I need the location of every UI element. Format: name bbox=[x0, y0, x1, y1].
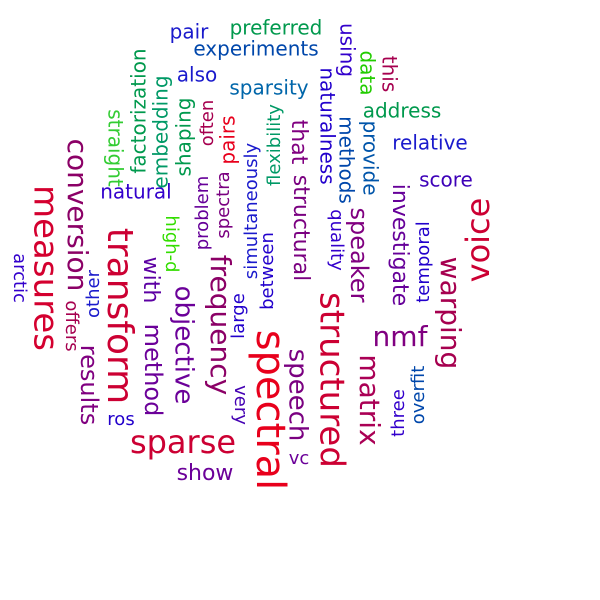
word-results: results bbox=[75, 345, 103, 425]
word-three: three bbox=[388, 389, 409, 437]
word-data: data bbox=[356, 50, 380, 95]
word-also: also bbox=[177, 63, 217, 87]
word-preferred: preferred bbox=[230, 16, 323, 40]
word-methods: methods bbox=[335, 116, 359, 204]
word-address: address bbox=[363, 99, 442, 123]
word-conversion: conversion bbox=[61, 139, 94, 292]
word-high-d: high-d bbox=[161, 215, 182, 272]
word-temporal: temporal bbox=[413, 221, 434, 303]
word-method: method bbox=[139, 324, 167, 417]
word-natural: natural bbox=[100, 180, 171, 204]
word-pair: pair bbox=[170, 20, 210, 44]
word-this: this bbox=[378, 56, 402, 93]
word-large: large bbox=[228, 293, 249, 339]
word-ros: ros bbox=[107, 409, 134, 430]
word-warping: warping bbox=[434, 257, 467, 370]
word-structured: structured bbox=[312, 292, 352, 468]
word-offers: offers bbox=[61, 300, 82, 351]
word-provide: provide bbox=[359, 120, 383, 195]
word-often: often bbox=[197, 100, 218, 147]
word-using: using bbox=[336, 23, 360, 77]
word-measures: measures bbox=[26, 185, 66, 351]
word-pairs: pairs bbox=[216, 115, 240, 164]
word-matrix: matrix bbox=[353, 354, 386, 445]
word-that: that bbox=[286, 120, 311, 165]
word-speaker: speaker bbox=[345, 208, 373, 303]
word-flexibility: flexibility bbox=[264, 104, 285, 186]
word-between: between bbox=[257, 232, 278, 310]
word-experiments: experiments bbox=[193, 37, 318, 61]
word-spectra: spectra bbox=[213, 171, 234, 238]
word-vc: vc bbox=[289, 448, 310, 469]
word-spectral: spectral bbox=[247, 330, 293, 491]
word-straight: straight bbox=[104, 109, 128, 187]
word-simultaneously: simultaneously bbox=[241, 142, 262, 279]
word-naturalness: naturalness bbox=[316, 67, 340, 184]
word-embedding: embedding bbox=[149, 75, 173, 188]
word-quality: quality bbox=[326, 209, 347, 271]
word-with: with bbox=[138, 257, 163, 304]
word-relative: relative bbox=[392, 131, 467, 155]
word-frequency: frequency bbox=[204, 255, 237, 395]
word-sparsity: sparsity bbox=[229, 76, 308, 100]
word-transform: transform bbox=[99, 228, 140, 404]
word-objective: objective bbox=[169, 286, 199, 405]
word-overfit: overfit bbox=[408, 366, 429, 425]
word-factorization: factorization bbox=[127, 48, 151, 173]
word-sparse: sparse bbox=[130, 423, 236, 461]
word-very: very bbox=[230, 385, 251, 425]
word-nmf: nmf bbox=[373, 320, 429, 353]
word-shaping: shaping bbox=[172, 98, 196, 177]
word-problem: problem bbox=[192, 176, 213, 250]
word-speech: speech bbox=[283, 349, 313, 442]
word-investigate: investigate bbox=[387, 184, 412, 306]
word-other: other bbox=[83, 269, 104, 318]
word-voice: voice bbox=[459, 198, 497, 283]
word-show: show bbox=[177, 461, 234, 486]
word-score: score bbox=[419, 168, 473, 192]
word-structural: structural bbox=[288, 175, 313, 281]
word-arctic: arctic bbox=[9, 253, 30, 303]
